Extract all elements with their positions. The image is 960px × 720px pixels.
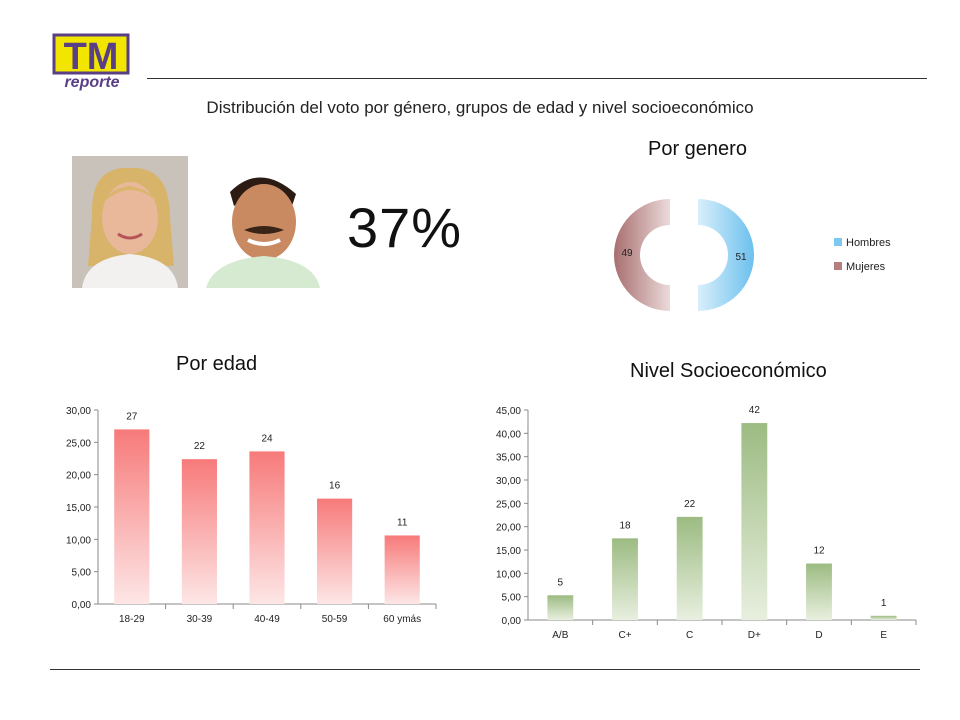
age-bar-60 ymás xyxy=(384,535,420,604)
candidate-photo-woman xyxy=(72,156,188,288)
nse-x-tick-label: A/B xyxy=(552,630,568,641)
age-y-tick-label: 30,00 xyxy=(66,406,91,417)
nse-x-tick-label: D+ xyxy=(748,630,761,641)
slice-Mujeres xyxy=(614,199,670,311)
logo-main-text: TM xyxy=(64,36,119,78)
nse-data-label: 42 xyxy=(749,405,761,416)
age-y-tick-label: 15,00 xyxy=(66,503,91,514)
slice-label-mujeres: 49 xyxy=(621,248,633,259)
top-divider xyxy=(147,78,927,79)
nse-x-tick-label: C+ xyxy=(618,630,631,641)
nse-bar-C xyxy=(676,516,703,620)
page-subtitle: Distribución del voto por género, grupos… xyxy=(206,98,754,117)
nse-y-tick-label: 45,00 xyxy=(496,406,521,417)
legend-swatch-Hombres xyxy=(834,238,842,246)
age-x-tick-label: 18-29 xyxy=(119,614,145,625)
nse-y-tick-label: 35,00 xyxy=(496,453,521,464)
nse-y-tick-label: 25,00 xyxy=(496,499,521,510)
nse-bar-D+ xyxy=(741,423,768,620)
age-bar-40-49 xyxy=(249,451,285,604)
legend-swatch-Mujeres xyxy=(834,262,842,270)
age-bar-50-59 xyxy=(317,498,353,604)
age-data-label: 24 xyxy=(261,433,273,444)
age-bar-30-39 xyxy=(181,459,217,604)
bottom-divider xyxy=(50,669,920,670)
legend-label-Mujeres: Mujeres xyxy=(846,261,886,273)
nse-bar-C+ xyxy=(612,538,638,620)
age-x-tick-label: 50-59 xyxy=(322,614,348,625)
legend-label-Hombres: Hombres xyxy=(846,237,891,249)
age-x-tick-label: 30-39 xyxy=(187,614,213,625)
nse-y-tick-label: 10,00 xyxy=(496,569,521,580)
nse-chart-title: Nivel Socioeconómico xyxy=(630,360,827,382)
nse-data-label: 12 xyxy=(813,546,825,557)
age-chart-title: Por edad xyxy=(176,353,258,375)
age-x-tick-label: 60 ymás xyxy=(383,614,421,625)
age-x-tick-label: 40-49 xyxy=(254,614,280,625)
nse-data-label: 18 xyxy=(619,520,631,531)
headline-percentage: 37% xyxy=(347,196,463,259)
age-bar-18-29 xyxy=(114,429,150,604)
age-bar-chart: 0,00 5,00 10,00 15,00 20,00 25,00 30,00 18-29 27… xyxy=(66,406,437,625)
age-data-label: 22 xyxy=(194,441,206,452)
nse-data-label: 22 xyxy=(684,499,696,510)
nse-y-tick-label: 5,00 xyxy=(502,593,522,604)
nse-x-tick-label: C xyxy=(686,630,693,641)
nse-bar-E xyxy=(870,615,897,620)
slice-Hombres xyxy=(698,199,754,311)
nse-bar-chart: 0,00 5,00 10,00 15,00 20,00 25,00 30,00 35,00 40… xyxy=(496,405,917,641)
nse-x-tick-label: D xyxy=(815,630,822,641)
nse-bar-D xyxy=(806,563,832,620)
age-data-label: 16 xyxy=(329,481,341,492)
nse-data-label: 1 xyxy=(881,598,887,609)
nse-data-label: 5 xyxy=(558,577,564,588)
logo-sub-text: reporte xyxy=(64,74,119,91)
nse-y-tick-label: 20,00 xyxy=(496,523,521,534)
age-y-tick-label: 20,00 xyxy=(66,471,91,482)
age-y-tick-label: 10,00 xyxy=(66,535,91,546)
slice-label-hombres: 51 xyxy=(735,252,747,263)
age-y-tick-label: 5,00 xyxy=(72,568,92,579)
gender-donut-chart: 51 49 Hombres Mujeres xyxy=(614,199,891,311)
nse-y-tick-label: 15,00 xyxy=(496,546,521,557)
age-y-tick-label: 25,00 xyxy=(66,438,91,449)
candidate-photo-man xyxy=(200,156,324,288)
age-y-tick-label: 0,00 xyxy=(72,600,92,611)
nse-x-tick-label: E xyxy=(880,630,887,641)
nse-bar-A/B xyxy=(547,595,574,620)
nse-y-tick-label: 30,00 xyxy=(496,476,521,487)
gender-chart-title: Por genero xyxy=(648,138,747,160)
brand-logo: TM reporte xyxy=(52,33,132,91)
nse-y-tick-label: 40,00 xyxy=(496,429,521,440)
nse-y-tick-label: 0,00 xyxy=(502,616,522,627)
age-data-label: 27 xyxy=(126,411,138,422)
age-data-label: 11 xyxy=(397,517,408,528)
